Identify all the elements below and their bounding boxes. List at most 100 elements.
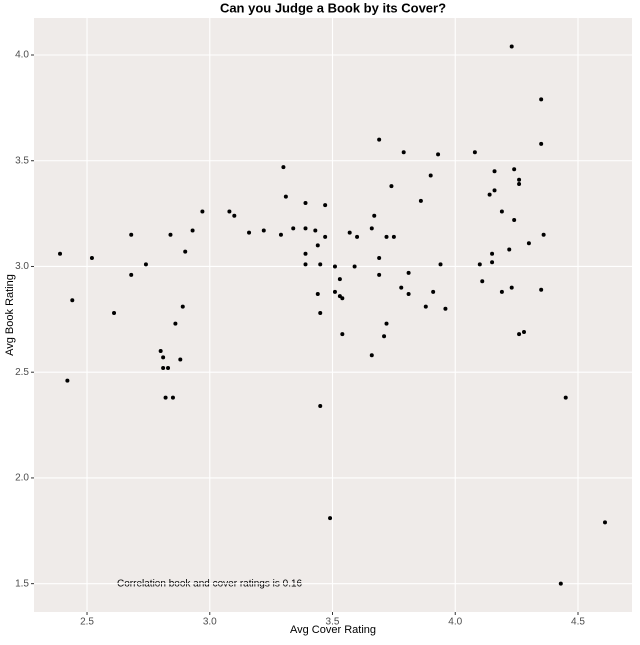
point <box>428 173 433 178</box>
point <box>352 264 357 269</box>
point <box>161 355 166 360</box>
point <box>315 243 320 248</box>
point <box>369 353 374 358</box>
point <box>332 264 337 269</box>
point <box>158 349 163 354</box>
y-tick-label: 4.0 <box>15 50 29 61</box>
point <box>337 277 342 282</box>
point <box>539 287 544 292</box>
point <box>541 232 546 237</box>
point <box>477 262 482 267</box>
point <box>112 310 117 315</box>
point <box>190 228 195 233</box>
point <box>261 228 266 233</box>
point <box>323 203 328 208</box>
point <box>539 141 544 146</box>
point <box>227 209 232 214</box>
point <box>183 249 188 254</box>
point <box>129 272 134 277</box>
x-tick-label: 3.5 <box>326 617 340 628</box>
point <box>166 365 171 370</box>
point <box>539 97 544 102</box>
point <box>382 334 387 339</box>
point <box>401 150 406 155</box>
point <box>492 188 497 193</box>
point <box>161 365 166 370</box>
point <box>443 306 448 311</box>
point <box>517 181 522 186</box>
point <box>180 304 185 309</box>
point <box>517 177 522 182</box>
point <box>512 167 517 172</box>
y-tick-label: 1.5 <box>15 578 29 589</box>
point <box>563 395 568 400</box>
point <box>526 241 531 246</box>
point <box>303 201 308 206</box>
point <box>340 296 345 301</box>
point <box>173 321 178 326</box>
point <box>521 330 526 335</box>
point <box>377 256 382 261</box>
y-axis-label: Avg Book Rating <box>4 274 16 356</box>
point <box>129 232 134 237</box>
point <box>332 289 337 294</box>
point <box>377 272 382 277</box>
point <box>163 395 168 400</box>
point <box>509 285 514 290</box>
x-axis-label: Avg Cover Rating <box>290 624 376 636</box>
point <box>406 270 411 275</box>
point <box>318 310 323 315</box>
point <box>490 260 495 265</box>
y-tick-label: 2.0 <box>15 473 29 484</box>
point <box>377 137 382 142</box>
point <box>509 44 514 49</box>
point <box>318 404 323 409</box>
point <box>490 251 495 256</box>
point <box>558 581 563 586</box>
point <box>355 234 360 239</box>
point <box>315 291 320 296</box>
point <box>480 279 485 284</box>
point <box>507 247 512 252</box>
point <box>232 213 237 218</box>
y-tick-label: 2.5 <box>15 367 29 378</box>
x-tick-label: 3.0 <box>203 617 217 628</box>
point <box>487 192 492 197</box>
point <box>168 232 173 237</box>
point <box>472 150 477 155</box>
x-tick-label: 4.0 <box>448 617 462 628</box>
point <box>399 285 404 290</box>
point <box>406 291 411 296</box>
point <box>384 321 389 326</box>
point <box>389 184 394 189</box>
point <box>283 194 288 199</box>
point <box>499 209 504 214</box>
point <box>318 262 323 267</box>
x-tick-label: 4.5 <box>571 617 585 628</box>
point <box>89 256 94 261</box>
point <box>340 332 345 337</box>
point <box>278 232 283 237</box>
point <box>291 226 296 231</box>
point <box>58 251 63 256</box>
point <box>303 226 308 231</box>
point <box>303 262 308 267</box>
point <box>391 234 396 239</box>
point <box>347 230 352 235</box>
point <box>328 516 333 521</box>
point <box>438 262 443 267</box>
point <box>436 152 441 157</box>
point <box>492 169 497 174</box>
chart-title: Can you Judge a Book by its Cover? <box>220 0 446 15</box>
point <box>65 378 70 383</box>
point <box>517 332 522 337</box>
point <box>372 213 377 218</box>
point <box>170 395 175 400</box>
y-tick-label: 3.5 <box>15 155 29 166</box>
point <box>200 209 205 214</box>
point <box>418 198 423 203</box>
point <box>384 234 389 239</box>
point <box>247 230 252 235</box>
point <box>369 226 374 231</box>
